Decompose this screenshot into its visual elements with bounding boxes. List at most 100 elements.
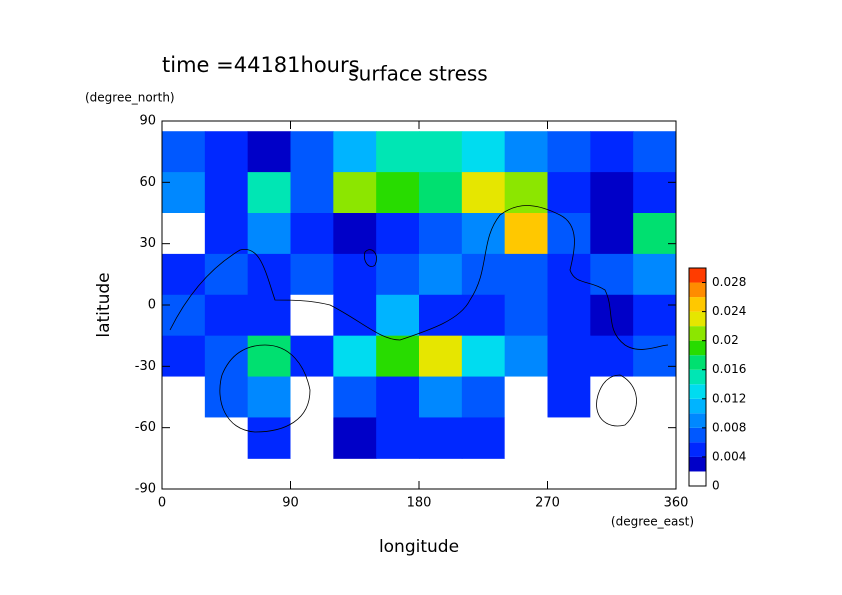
field-cell	[504, 131, 548, 173]
field-cell	[504, 417, 548, 459]
colorbar-swatch	[689, 456, 706, 472]
field-cell	[247, 253, 291, 296]
field-cell	[461, 172, 506, 214]
field-cell	[376, 335, 420, 378]
field-cell	[333, 335, 377, 378]
field-cell	[547, 131, 591, 173]
x-tick-label: 270	[535, 496, 560, 511]
field-cell	[633, 172, 677, 214]
field-cell	[162, 253, 206, 296]
field-cell	[504, 294, 548, 337]
field-cell	[461, 335, 506, 378]
field-cell	[419, 131, 463, 173]
y-tick-label: -60	[135, 420, 156, 435]
field-cell	[204, 376, 249, 418]
field-cell	[504, 253, 548, 296]
field-cell	[204, 294, 249, 337]
field-cell	[419, 213, 463, 255]
field-cell	[333, 131, 377, 173]
colorbar-swatch	[689, 471, 706, 486]
field-cell	[633, 253, 677, 296]
field-cell	[547, 417, 591, 459]
field-cell	[247, 294, 291, 337]
field-cell	[547, 253, 591, 296]
colorbar-tick-label: 0.028	[712, 275, 746, 289]
field-cell	[376, 172, 420, 214]
coastlines	[169, 205, 669, 433]
field-cell	[290, 131, 334, 173]
field-cell	[590, 213, 634, 255]
colorbar: 0 0.004 0.008 0.012 0.016 0.02 0.024 0.028	[688, 267, 746, 493]
field-cell	[590, 131, 634, 173]
coastline	[363, 249, 377, 267]
field	[162, 131, 677, 459]
field-cell	[590, 294, 634, 337]
field-cell	[461, 417, 506, 459]
field-cell	[204, 213, 249, 255]
field-cell	[633, 213, 677, 255]
field-cell	[461, 131, 506, 173]
colorbar-tick-label: 0.008	[712, 420, 746, 434]
x-axis-label: longitude	[379, 537, 459, 557]
field-cell	[376, 213, 420, 255]
field-cell	[376, 131, 420, 173]
field-cell	[590, 335, 634, 378]
colorbar-swatch	[689, 326, 706, 341]
colorbar-swatch	[689, 311, 706, 327]
x-tick-label: 180	[407, 496, 432, 511]
colorbar-tick-label: 0.016	[712, 362, 746, 376]
field-cell	[333, 294, 377, 337]
field-cell	[204, 335, 249, 378]
field-cell	[247, 131, 291, 173]
field-cell	[204, 172, 249, 214]
x-tick-label: 0	[158, 496, 166, 511]
field-cell	[290, 172, 334, 214]
field-cell	[461, 213, 506, 255]
colorbar-tick-label: 0.024	[712, 304, 746, 318]
field-cell	[419, 172, 463, 214]
colorbar-swatch	[689, 340, 706, 356]
field-cell	[633, 417, 677, 459]
colorbar-swatch	[689, 355, 706, 370]
field-cell	[419, 376, 463, 418]
field-cell	[419, 417, 463, 459]
x-unit: (degree_east)	[611, 515, 694, 529]
field-cell	[504, 172, 548, 214]
colorbar-tick-label: 0	[712, 479, 720, 493]
colorbar-swatch	[689, 427, 706, 443]
coastline	[596, 374, 637, 427]
field-cell	[633, 131, 677, 173]
field-cell	[290, 213, 334, 255]
field-cell	[290, 294, 334, 337]
field-cell	[162, 417, 206, 459]
field-cell	[204, 417, 249, 459]
field-cell	[162, 172, 206, 214]
colorbar-tick-label: 0.004	[712, 449, 746, 463]
field-cell	[247, 172, 291, 214]
field-cell	[290, 417, 334, 459]
field-cell	[247, 335, 291, 378]
field-cell	[376, 253, 420, 296]
colorbar-swatch	[689, 297, 706, 312]
field-cell	[547, 376, 591, 418]
field-cell	[204, 253, 249, 296]
field-cell	[504, 335, 548, 378]
field-cell	[590, 417, 634, 459]
y-tick-label: 0	[148, 298, 156, 313]
field-cell	[419, 253, 463, 296]
field-cell	[333, 213, 377, 255]
y-tick-label: -90	[135, 482, 156, 497]
colorbar-swatch	[689, 413, 706, 428]
field-cell	[633, 376, 677, 418]
field-cell	[461, 294, 506, 337]
colorbar-swatch	[689, 282, 706, 298]
y-tick-label: 90	[139, 114, 156, 129]
field-cell	[162, 376, 206, 418]
field-cell	[333, 253, 377, 296]
chart-title: surface stress	[348, 62, 487, 86]
x-tick-label: 360	[664, 496, 689, 511]
y-tick-label: 60	[139, 175, 156, 190]
colorbar-swatch	[689, 442, 706, 457]
x-tick-label: 90	[282, 496, 299, 511]
